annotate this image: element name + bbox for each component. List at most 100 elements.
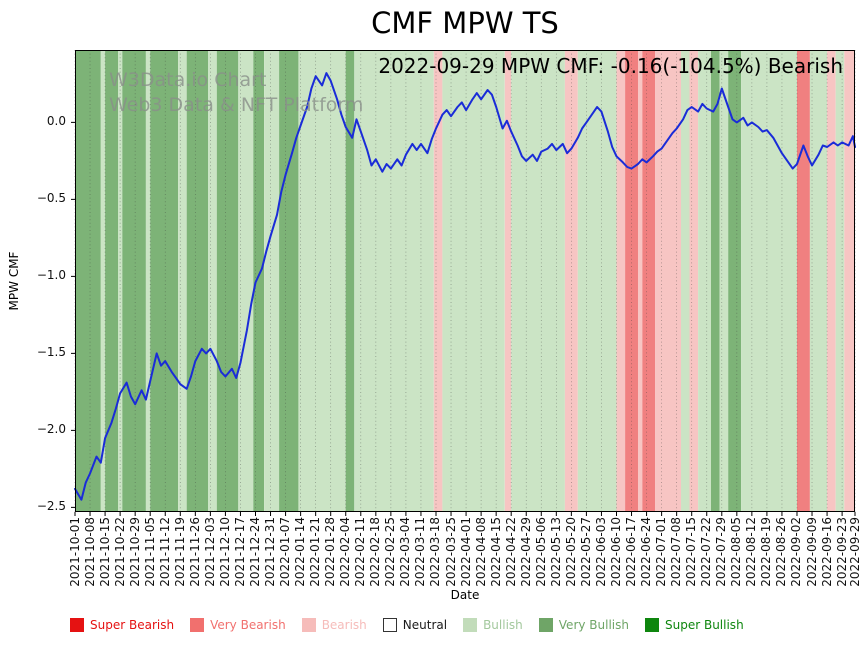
sentiment-band-bullish bbox=[442, 50, 505, 512]
x-tick-label: 2022-07-29 bbox=[714, 517, 729, 587]
sentiment-band-very_bullish bbox=[345, 50, 355, 512]
sentiment-band-bullish bbox=[100, 50, 106, 512]
sentiment-band-bullish bbox=[238, 50, 254, 512]
x-tick-label: 2022-03-11 bbox=[413, 517, 428, 587]
legend-item-neutral: Neutral bbox=[382, 618, 447, 632]
legend-item-very-bullish: Very Bullish bbox=[538, 618, 629, 632]
sentiment-band-very_bearish bbox=[642, 50, 656, 512]
x-tick-label: 2021-11-12 bbox=[157, 517, 172, 587]
x-tick-label: 2022-06-17 bbox=[624, 517, 639, 587]
x-tick-label: 2022-03-04 bbox=[398, 517, 413, 587]
x-tick-label: 2021-10-15 bbox=[97, 517, 112, 587]
x-tick-label: 2022-01-28 bbox=[323, 517, 338, 587]
sentiment-band-very_bullish bbox=[150, 50, 179, 512]
x-tick-label: 2022-02-04 bbox=[338, 517, 353, 587]
x-tick-label: 2021-11-19 bbox=[172, 517, 187, 587]
x-tick-label: 2022-04-15 bbox=[488, 517, 503, 587]
x-tick-label: 2021-10-22 bbox=[112, 517, 127, 587]
sentiment-band-bullish bbox=[741, 50, 797, 512]
y-tick-label: −2.0 bbox=[36, 422, 66, 437]
sentiment-band-bearish bbox=[827, 50, 836, 512]
x-tick-label: 2022-01-07 bbox=[278, 517, 293, 587]
x-tick-label: 2022-02-18 bbox=[368, 517, 383, 587]
latest-value-annotation: 2022-09-29 MPW CMF: -0.16(-104.5%) Beari… bbox=[378, 54, 843, 78]
x-tick-label: 2021-12-17 bbox=[232, 517, 247, 587]
sentiment-band-bullish bbox=[577, 50, 617, 512]
legend-label: Very Bearish bbox=[210, 618, 286, 632]
sentiment-band-very_bullish bbox=[75, 50, 101, 512]
sentiment-band-bullish bbox=[719, 50, 729, 512]
sentiment-band-very_bullish bbox=[253, 50, 264, 512]
x-tick-label: 2022-05-06 bbox=[533, 517, 548, 587]
sentiment-band-very_bearish bbox=[797, 50, 810, 512]
sentiment-band-very_bullish bbox=[711, 50, 720, 512]
plot-canvas bbox=[71, 50, 856, 516]
sentiment-band-bullish bbox=[809, 50, 828, 512]
y-tick-label: −2.5 bbox=[36, 499, 66, 514]
x-tick-label: 2022-06-24 bbox=[639, 517, 654, 587]
sentiment-band-very_bullish bbox=[279, 50, 299, 512]
x-tick-label: 2022-09-02 bbox=[789, 517, 804, 587]
legend-item-bearish: Bearish bbox=[301, 618, 367, 632]
legend-swatch bbox=[463, 618, 478, 632]
x-tick-label: 2021-12-24 bbox=[247, 517, 262, 587]
plot-border bbox=[75, 50, 855, 512]
x-tick-label: 2022-04-29 bbox=[518, 517, 533, 587]
legend-item-bullish: Bullish bbox=[463, 618, 523, 632]
x-tick-label: 2021-12-03 bbox=[202, 517, 217, 587]
x-tick-label: 2022-06-03 bbox=[593, 517, 608, 587]
sentiment-band-bullish bbox=[298, 50, 346, 512]
x-tick-label: 2022-03-25 bbox=[443, 517, 458, 587]
sentiment-band-bearish bbox=[655, 50, 681, 512]
legend-swatch bbox=[301, 618, 316, 632]
y-tick-label: −0.5 bbox=[36, 191, 66, 206]
legend-swatch bbox=[70, 618, 84, 632]
sentiment-band-very_bullish bbox=[728, 50, 742, 512]
x-tick-label: 2022-04-22 bbox=[503, 517, 518, 587]
legend-swatch bbox=[538, 618, 553, 632]
x-tick-label: 2021-10-29 bbox=[127, 517, 142, 587]
sentiment-band-bullish bbox=[354, 50, 434, 512]
legend-swatch bbox=[382, 618, 397, 632]
sentiment-band-bearish bbox=[638, 50, 643, 512]
x-axis-label: Date bbox=[450, 588, 480, 602]
sentiment-band-bearish bbox=[844, 50, 855, 512]
x-tick-label: 2022-09-29 bbox=[847, 517, 862, 587]
x-tick-label: 2022-07-22 bbox=[699, 517, 714, 587]
sentiment-band-bearish bbox=[504, 50, 512, 512]
x-tick-label: 2021-10-08 bbox=[82, 517, 97, 587]
cmf-line-series bbox=[74, 72, 856, 501]
sentiment-band-bullish bbox=[835, 50, 845, 512]
legend-item-super-bullish: Super Bullish bbox=[645, 618, 744, 632]
sentiment-band-bearish bbox=[433, 50, 443, 512]
y-tick-label: −1.5 bbox=[36, 345, 66, 360]
x-tick-label: 2022-07-15 bbox=[684, 517, 699, 587]
legend: Super Bearish Very Bearish Bearish Neutral B… bbox=[70, 618, 744, 632]
x-tick-label: 2022-07-01 bbox=[654, 517, 669, 587]
legend-label: Super Bearish bbox=[90, 618, 175, 632]
y-tick-label: −1.0 bbox=[36, 268, 66, 283]
sentiment-band-very_bullish bbox=[105, 50, 118, 512]
x-tick-label: 2022-08-19 bbox=[759, 517, 774, 587]
legend-label: Bullish bbox=[483, 618, 523, 632]
x-tick-label: 2022-01-21 bbox=[308, 517, 323, 587]
x-tick-label: 2022-09-16 bbox=[819, 517, 834, 587]
sentiment-band-bullish bbox=[208, 50, 217, 512]
x-tick-label: 2021-10-01 bbox=[67, 517, 82, 587]
sentiment-band-bullish bbox=[698, 50, 711, 512]
x-tick-label: 2022-01-14 bbox=[293, 517, 308, 587]
x-tick-label: 2022-08-26 bbox=[774, 517, 789, 587]
x-tick-label: 2022-08-05 bbox=[729, 517, 744, 587]
x-tick-label: 2021-12-31 bbox=[263, 517, 278, 587]
x-tick-label: 2021-12-10 bbox=[217, 517, 232, 587]
x-tick-label: 2022-04-08 bbox=[473, 517, 488, 587]
x-tick-label: 2022-04-01 bbox=[458, 517, 473, 587]
plot-area: W3Data.io Chart Web3 Data & NFT Platform… bbox=[71, 50, 856, 516]
x-tick-label: 2022-03-18 bbox=[428, 517, 443, 587]
chart-title: CMF MPW TS bbox=[371, 6, 559, 40]
legend-label: Bearish bbox=[321, 618, 367, 632]
sentiment-band-bullish bbox=[145, 50, 151, 512]
sentiment-band-bullish bbox=[511, 50, 565, 512]
x-tick-label: 2022-07-08 bbox=[669, 517, 684, 587]
